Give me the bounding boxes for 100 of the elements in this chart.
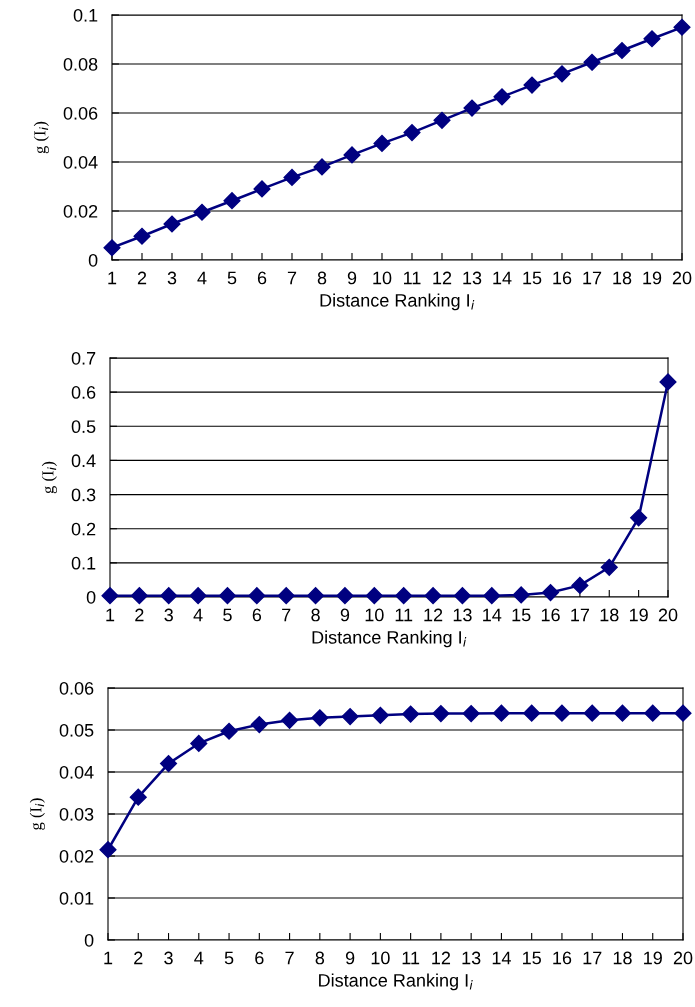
x-tick-label: 15 bbox=[523, 951, 541, 965]
x-tick-label: 1 bbox=[108, 271, 117, 285]
point bbox=[463, 99, 481, 117]
point bbox=[253, 180, 271, 198]
x-tick-label: 20 bbox=[673, 951, 693, 965]
x-tick-label: 7 bbox=[287, 271, 297, 285]
x-axis-title: Distance Ranking I$_{i}$ bbox=[319, 973, 473, 991]
point bbox=[248, 587, 266, 605]
point bbox=[311, 709, 329, 727]
point bbox=[483, 587, 501, 605]
point bbox=[373, 134, 391, 152]
point bbox=[371, 706, 389, 724]
x-axis-title: Distance Ranking I$_{i}$ bbox=[320, 293, 475, 311]
point bbox=[453, 587, 471, 605]
point bbox=[218, 587, 237, 605]
point bbox=[99, 841, 117, 859]
x-tick-label: 7 bbox=[282, 608, 291, 622]
point bbox=[523, 76, 541, 94]
x-tick-label: 13 bbox=[453, 608, 472, 622]
x-tick-label: 8 bbox=[315, 951, 325, 965]
point bbox=[163, 215, 181, 233]
point bbox=[341, 708, 359, 726]
point bbox=[190, 734, 208, 752]
x-tick-label: 11 bbox=[402, 951, 420, 965]
point bbox=[402, 705, 420, 723]
x-tick-label: 14 bbox=[483, 608, 502, 622]
x-tick-label: 9 bbox=[340, 608, 350, 622]
x-tick-label: 1 bbox=[104, 951, 113, 965]
point bbox=[159, 755, 178, 773]
point bbox=[553, 65, 571, 83]
x-tick-label: 11 bbox=[395, 608, 413, 622]
x-tick-label: 6 bbox=[257, 271, 267, 285]
point bbox=[281, 711, 299, 729]
x-tick-label: 4 bbox=[193, 608, 203, 622]
x-tick-label: 20 bbox=[658, 608, 678, 622]
point bbox=[424, 587, 442, 605]
x-tick-label: 14 bbox=[493, 271, 512, 285]
x-tick-label: 18 bbox=[600, 608, 619, 622]
y-tick-label: 0.05 bbox=[59, 723, 94, 737]
x-tick-label: 13 bbox=[462, 951, 481, 965]
point bbox=[613, 704, 632, 722]
point bbox=[553, 704, 571, 722]
y-tick-label: 0.06 bbox=[63, 106, 98, 120]
x-tick-label: 8 bbox=[311, 608, 320, 622]
point bbox=[523, 704, 541, 722]
x-tick-label: 12 bbox=[433, 271, 452, 285]
point bbox=[613, 41, 631, 60]
y-tick-label: 0.03 bbox=[59, 807, 94, 821]
x-tick-label: 5 bbox=[223, 608, 232, 622]
x-tick-label: 2 bbox=[134, 951, 143, 965]
point bbox=[674, 704, 692, 722]
x-tick-label: 5 bbox=[224, 951, 234, 965]
x-tick-label: 1 bbox=[106, 608, 115, 622]
x-tick-label: 16 bbox=[553, 271, 572, 285]
point bbox=[189, 587, 207, 605]
x-tick-label: 2 bbox=[137, 271, 147, 285]
point bbox=[223, 192, 241, 210]
point bbox=[644, 704, 662, 722]
y-tick-label: 0 bbox=[88, 253, 98, 267]
point bbox=[571, 576, 589, 594]
point bbox=[103, 239, 121, 257]
x-tick-label: 8 bbox=[317, 271, 327, 285]
point bbox=[365, 587, 383, 605]
point bbox=[220, 722, 238, 740]
point bbox=[129, 788, 147, 806]
point bbox=[133, 227, 151, 245]
x-tick-label: 3 bbox=[167, 271, 177, 285]
point bbox=[313, 158, 331, 176]
x-tick-label: 10 bbox=[365, 608, 384, 622]
y-tick-label: 0.3 bbox=[71, 488, 96, 502]
x-tick-label: 15 bbox=[512, 608, 531, 622]
x-tick-label: 6 bbox=[252, 608, 262, 622]
point bbox=[193, 203, 211, 221]
x-tick-label: 16 bbox=[541, 608, 560, 622]
x-tick-label: 10 bbox=[373, 271, 392, 285]
x-tick-label: 16 bbox=[553, 951, 572, 965]
y-tick-label: 0.04 bbox=[59, 765, 94, 779]
y-axis-title: g (I$_{i}$) bbox=[41, 461, 57, 494]
y-tick-label: 0.08 bbox=[63, 57, 98, 71]
x-tick-label: 19 bbox=[643, 271, 662, 285]
x-tick-label: 17 bbox=[571, 608, 590, 622]
x-tick-label: 3 bbox=[164, 608, 173, 622]
x-tick-label: 5 bbox=[227, 271, 237, 285]
x-tick-label: 19 bbox=[629, 608, 648, 622]
y-axis-title: g (I$_{i}$) bbox=[33, 121, 49, 154]
y-tick-label: 0 bbox=[86, 590, 96, 604]
y-tick-label: 0.01 bbox=[59, 891, 94, 905]
x-tick-label: 6 bbox=[255, 951, 264, 965]
y-tick-label: 0.02 bbox=[63, 204, 98, 218]
point bbox=[403, 124, 421, 142]
x-tick-label: 3 bbox=[164, 951, 173, 965]
x-tick-label: 19 bbox=[644, 951, 662, 965]
x-tick-label: 4 bbox=[197, 271, 207, 285]
point bbox=[493, 88, 511, 106]
point bbox=[600, 558, 618, 576]
y-tick-label: 0.2 bbox=[71, 522, 96, 536]
point bbox=[283, 168, 301, 186]
point bbox=[541, 584, 560, 602]
x-tick-label: 4 bbox=[194, 951, 204, 965]
x-tick-label: 7 bbox=[285, 951, 294, 965]
